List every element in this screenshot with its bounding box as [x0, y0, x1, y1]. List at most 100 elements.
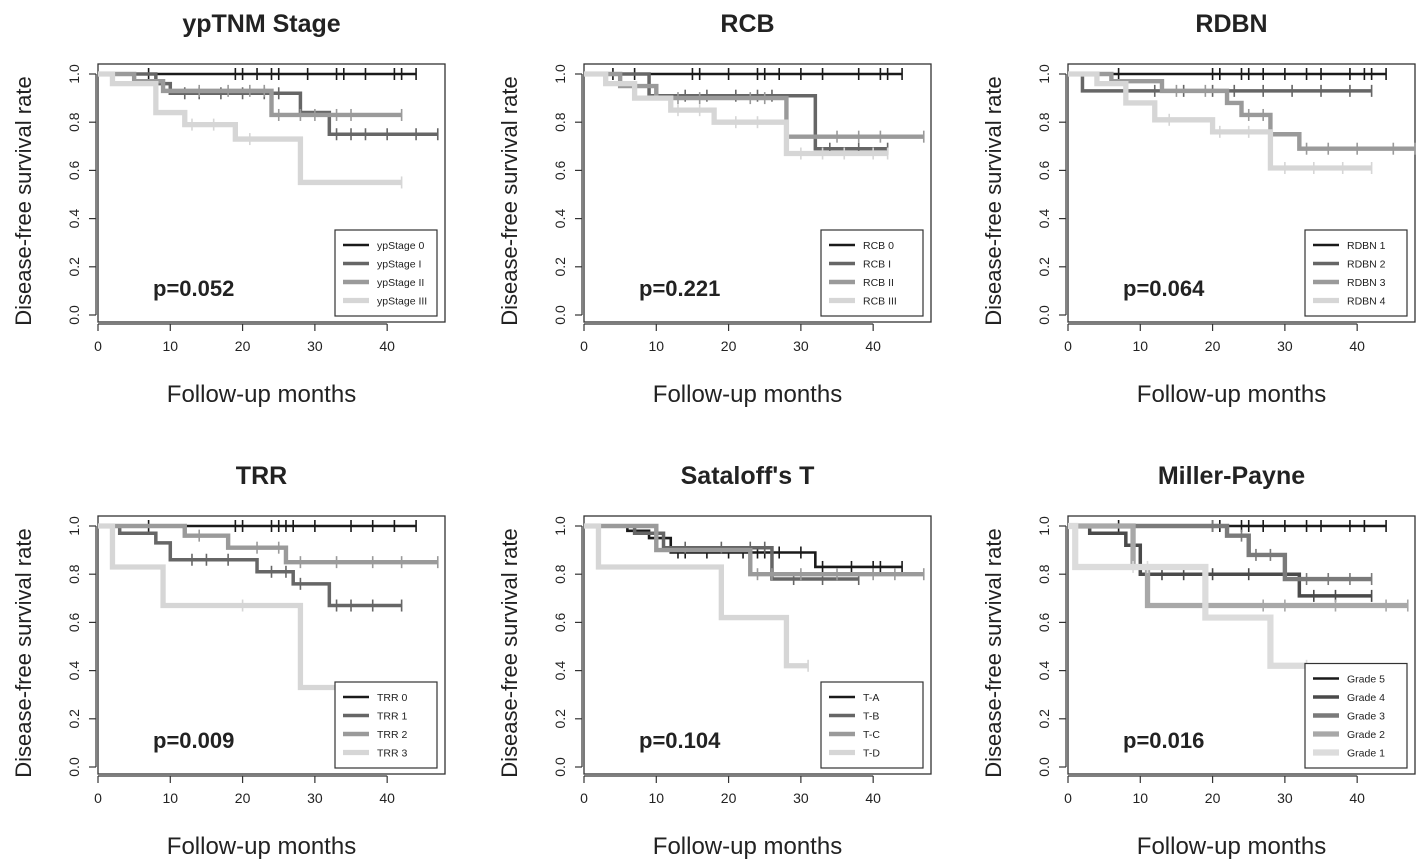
- y-tick-label: 0.8: [552, 564, 568, 584]
- series-group: [98, 71, 403, 189]
- legend-label: Grade 3: [1347, 711, 1385, 723]
- y-tick-label: 0.8: [66, 112, 82, 132]
- plot-frame: [97, 515, 446, 775]
- survival-curve: [98, 523, 402, 691]
- legend: Grade 5 Grade 4 Grade 3 Grade 2 Grade 1: [1304, 662, 1408, 769]
- legend-label: TRR 2: [377, 729, 407, 741]
- legend-label: T-A: [863, 692, 879, 704]
- y-tick-label: 0.4: [1036, 661, 1052, 681]
- y-axis: 0.0 0.2 0.4 0.6 0.8 1.0: [66, 516, 97, 777]
- y-tick-label: 0.8: [552, 112, 568, 132]
- x-tick-label: 20: [721, 790, 737, 806]
- series-group: [98, 524, 403, 612]
- p-value: p=0.016: [1123, 728, 1204, 753]
- y-tick-label: 1.0: [66, 64, 82, 84]
- y-tick-label: 1.0: [552, 516, 568, 536]
- y-tick-label: 0.2: [552, 257, 568, 277]
- x-axis-label: Follow-up months: [1137, 833, 1326, 860]
- y-tick-label: 0.8: [1036, 564, 1052, 584]
- x-tick-label: 40: [379, 790, 395, 806]
- y-axis-label: Disease-free survival rate: [981, 76, 1006, 325]
- legend-label: RCB I: [863, 259, 891, 271]
- y-tick-label: 0.0: [552, 305, 568, 325]
- legend-label: RCB 0: [863, 240, 894, 252]
- series-group: [98, 71, 403, 121]
- y-tick-label: 1.0: [66, 516, 82, 536]
- y-tick-label: 0.8: [1036, 112, 1052, 132]
- plot-frame: [97, 63, 446, 323]
- y-axis-label: Disease-free survival rate: [981, 528, 1006, 777]
- y-tick-label: 0.4: [552, 661, 568, 681]
- survival-curve: [98, 524, 402, 608]
- p-value: p=0.052: [153, 276, 234, 301]
- legend-label: Grade 4: [1347, 692, 1385, 704]
- legend: RDBN 1 RDBN 2 RDBN 3 RDBN 4: [1304, 229, 1408, 317]
- chart-title: TRR: [236, 462, 287, 490]
- x-tick-label: 0: [1064, 338, 1072, 354]
- x-tick-label: 30: [1277, 338, 1293, 354]
- y-axis: 0.0 0.2 0.4 0.6 0.8 1.0: [66, 64, 97, 325]
- series-group: [584, 71, 889, 160]
- x-tick-label: 0: [580, 338, 588, 354]
- legend-label: Grade 5: [1347, 674, 1385, 686]
- series-group: [1068, 71, 1373, 174]
- survival-curve: [98, 523, 438, 565]
- legend-label: RDBN 1: [1347, 240, 1386, 252]
- legend-label: TRR 1: [377, 711, 407, 723]
- survival-curve: [1068, 522, 1307, 669]
- x-tick-label: 40: [865, 790, 881, 806]
- x-tick-label: 0: [94, 790, 102, 806]
- survival-curve: [584, 72, 888, 151]
- legend-label: ypStage III: [377, 296, 427, 308]
- series-group: [584, 523, 809, 672]
- legend: ypStage 0 ypStage I ypStage II ypStage III: [334, 229, 438, 317]
- x-axis-label: Follow-up months: [1137, 381, 1326, 408]
- y-tick-label: 0.2: [66, 709, 82, 729]
- series-group: [98, 523, 439, 569]
- p-value: p=0.221: [639, 276, 720, 301]
- plot-frame: [583, 63, 932, 323]
- survival-curve: [584, 524, 903, 569]
- survival-curve: [584, 523, 924, 577]
- x-tick-label: 30: [307, 338, 323, 354]
- x-tick-label: 30: [1277, 790, 1293, 806]
- legend-label: TRR 3: [377, 748, 407, 760]
- legend: RCB 0 RCB I RCB II RCB III: [820, 229, 924, 317]
- x-tick-label: 30: [793, 790, 809, 806]
- x-tick-label: 10: [1133, 338, 1149, 354]
- y-axis-label: Disease-free survival rate: [497, 528, 522, 777]
- y-axis: 0.0 0.2 0.4 0.6 0.8 1.0: [552, 516, 583, 777]
- y-tick-label: 0.0: [1036, 305, 1052, 325]
- legend-label: ypStage 0: [377, 240, 424, 252]
- x-tick-label: 0: [580, 790, 588, 806]
- y-tick-label: 0.6: [1036, 612, 1052, 632]
- chart-title: ypTNM Stage: [182, 10, 340, 38]
- survival-curve: [1068, 524, 1372, 598]
- series-group: [1068, 68, 1387, 80]
- x-tick-label: 0: [1064, 790, 1072, 806]
- y-tick-label: 1.0: [552, 64, 568, 84]
- y-axis: 0.0 0.2 0.4 0.6 0.8 1.0: [552, 64, 583, 325]
- chart-title: RCB: [720, 10, 774, 38]
- survival-curve: [98, 71, 402, 118]
- y-tick-label: 0.4: [1036, 209, 1052, 229]
- x-axis-label: Follow-up months: [653, 833, 842, 860]
- x-tick-label: 40: [1349, 790, 1365, 806]
- y-tick-label: 0.4: [66, 209, 82, 229]
- chart-title: Miller-Payne: [1158, 462, 1305, 490]
- legend-label: ypStage I: [377, 259, 421, 271]
- legend-label: Grade 1: [1347, 748, 1385, 760]
- x-axis-label: Follow-up months: [167, 381, 356, 408]
- y-tick-label: 0.0: [552, 757, 568, 777]
- series-group: [98, 523, 403, 694]
- legend: T-A T-B T-C T-D: [820, 681, 924, 769]
- y-tick-label: 0.2: [552, 709, 568, 729]
- x-tick-label: 20: [1205, 790, 1221, 806]
- x-axis-label: Follow-up months: [167, 833, 356, 860]
- chart-title: Sataloff's T: [681, 462, 815, 490]
- series-group: [584, 523, 925, 581]
- x-tick-label: 10: [649, 790, 665, 806]
- x-tick-label: 0: [94, 338, 102, 354]
- y-axis-label: Disease-free survival rate: [497, 76, 522, 325]
- plot-frame: [1067, 63, 1416, 323]
